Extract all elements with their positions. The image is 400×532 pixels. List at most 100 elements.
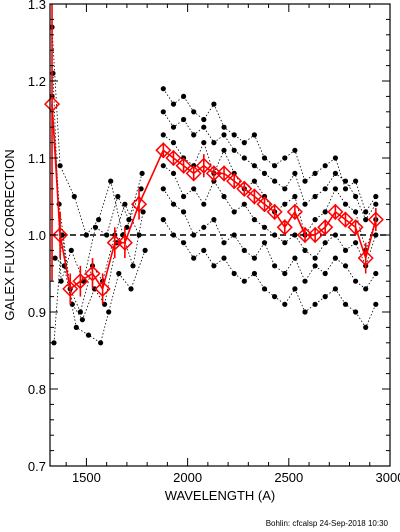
data-point — [261, 170, 268, 176]
y-tick-label: 1.0 — [28, 228, 46, 243]
data-point — [302, 278, 308, 284]
data-point — [312, 193, 318, 200]
series-line-7 — [162, 111, 377, 221]
data-point — [52, 255, 58, 261]
data-point — [116, 270, 122, 277]
data-point — [241, 201, 247, 207]
mean-diamond-marker — [286, 203, 303, 220]
data-point — [251, 255, 257, 261]
mean-diamond-marker — [94, 280, 111, 297]
mean-diamond-marker — [266, 203, 283, 220]
series-line-5 — [163, 134, 377, 252]
mean-diamond-marker — [43, 96, 61, 113]
data-point — [83, 232, 89, 238]
data-point — [251, 132, 257, 138]
mean-diamond-marker — [327, 203, 344, 220]
data-point — [126, 217, 132, 223]
data-point — [373, 270, 379, 277]
mean-diamond-marker — [347, 219, 364, 236]
data-point — [302, 247, 308, 253]
data-point — [160, 186, 166, 192]
mean-diamond-marker — [52, 226, 69, 244]
data-point — [201, 247, 207, 253]
data-point — [122, 201, 128, 207]
data-point — [261, 224, 268, 230]
data-point — [201, 224, 207, 230]
data-point — [322, 294, 328, 300]
series-line-4 — [52, 73, 143, 283]
y-tick-label: 1.2 — [28, 74, 46, 89]
data-point — [342, 178, 349, 184]
data-point — [353, 309, 359, 315]
data-point — [201, 124, 207, 130]
data-point — [332, 255, 338, 261]
x-tick-label: 1500 — [72, 470, 101, 485]
data-point — [292, 147, 298, 153]
data-point — [92, 224, 99, 230]
mean-diamond-marker — [215, 165, 233, 182]
data-point — [292, 170, 298, 176]
series-line-6 — [163, 165, 377, 267]
data-point — [221, 147, 227, 153]
data-point — [363, 286, 369, 292]
data-point — [282, 186, 288, 192]
data-point — [57, 163, 63, 169]
data-point — [128, 286, 134, 292]
data-point — [139, 170, 145, 176]
data-point — [322, 270, 328, 277]
series-line-3 — [54, 250, 146, 344]
data-point — [201, 201, 207, 207]
data-point — [353, 240, 359, 246]
data-point — [322, 186, 328, 192]
data-point — [85, 332, 92, 338]
data-point — [302, 309, 308, 315]
mean-diamond-marker — [116, 234, 133, 251]
footer-credit: Bohlin: cfcalsp 24-Sep-2018 10:30 — [266, 519, 389, 528]
data-point — [353, 193, 359, 200]
data-point — [302, 178, 308, 184]
data-point — [181, 209, 187, 215]
series-line-9 — [162, 88, 377, 213]
data-point — [241, 247, 247, 253]
mean-diamond-marker — [130, 196, 148, 213]
data-point — [241, 278, 247, 284]
mean-diamond-marker — [226, 173, 243, 190]
data-point — [342, 201, 349, 207]
y-tick-label: 0.7 — [28, 459, 46, 474]
mean-diamond-marker — [195, 157, 212, 174]
data-point — [221, 240, 227, 246]
data-point — [282, 240, 288, 246]
data-point — [170, 140, 177, 146]
data-point — [353, 278, 359, 284]
data-point — [332, 186, 338, 192]
data-point — [104, 232, 110, 238]
data-point — [73, 324, 79, 330]
data-point — [272, 163, 278, 169]
data-point — [77, 309, 83, 315]
data-series-layer — [49, 24, 379, 346]
data-point — [322, 240, 328, 246]
data-point — [130, 263, 136, 269]
data-point — [181, 240, 187, 246]
data-point — [261, 240, 268, 246]
data-point — [342, 247, 349, 253]
data-point — [142, 247, 148, 253]
series-line-1 — [53, 188, 142, 343]
data-point — [211, 140, 217, 146]
data-point — [58, 278, 64, 284]
mean-diamond-marker — [62, 280, 79, 297]
data-point — [282, 155, 288, 161]
data-point — [115, 193, 121, 200]
data-point — [342, 186, 349, 192]
data-point — [272, 263, 278, 269]
mean-diamond-marker — [317, 219, 334, 236]
data-point — [373, 301, 379, 307]
data-point — [353, 178, 359, 184]
data-point — [160, 217, 166, 223]
data-point — [272, 178, 278, 184]
data-point — [251, 270, 257, 277]
y-axis-title: GALEX FLUX CORRECTION — [2, 149, 17, 320]
data-point — [211, 101, 217, 107]
